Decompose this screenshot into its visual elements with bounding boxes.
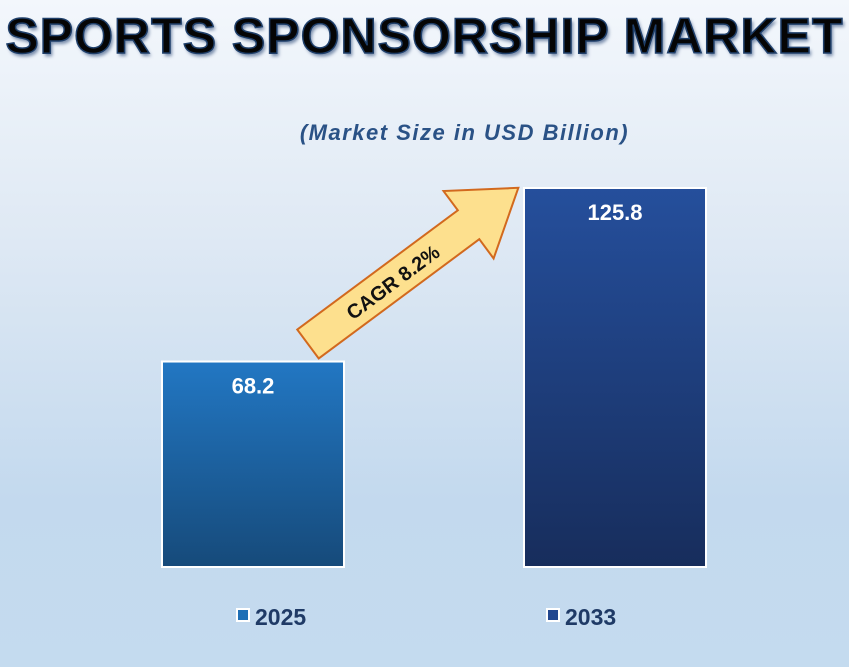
chart-title: SPORTS SPONSORSHIP MARKET	[5, 7, 844, 65]
legend-label-2025: 2025	[255, 604, 306, 630]
bar-2033	[523, 187, 707, 568]
cagr-label: CAGR 8.2%	[343, 241, 445, 324]
data-label-2033: 125.8	[587, 200, 642, 225]
cagr-arrow: CAGR 8.2%	[295, 186, 520, 360]
legend-swatch-2025	[236, 608, 250, 622]
data-label-2025: 68.2	[232, 374, 275, 399]
legend-label-2033: 2033	[565, 604, 616, 630]
bar-2025	[161, 360, 345, 568]
chart-subtitle: (Market Size in USD Billion)	[299, 120, 630, 145]
legend-swatch-2033	[546, 608, 560, 622]
